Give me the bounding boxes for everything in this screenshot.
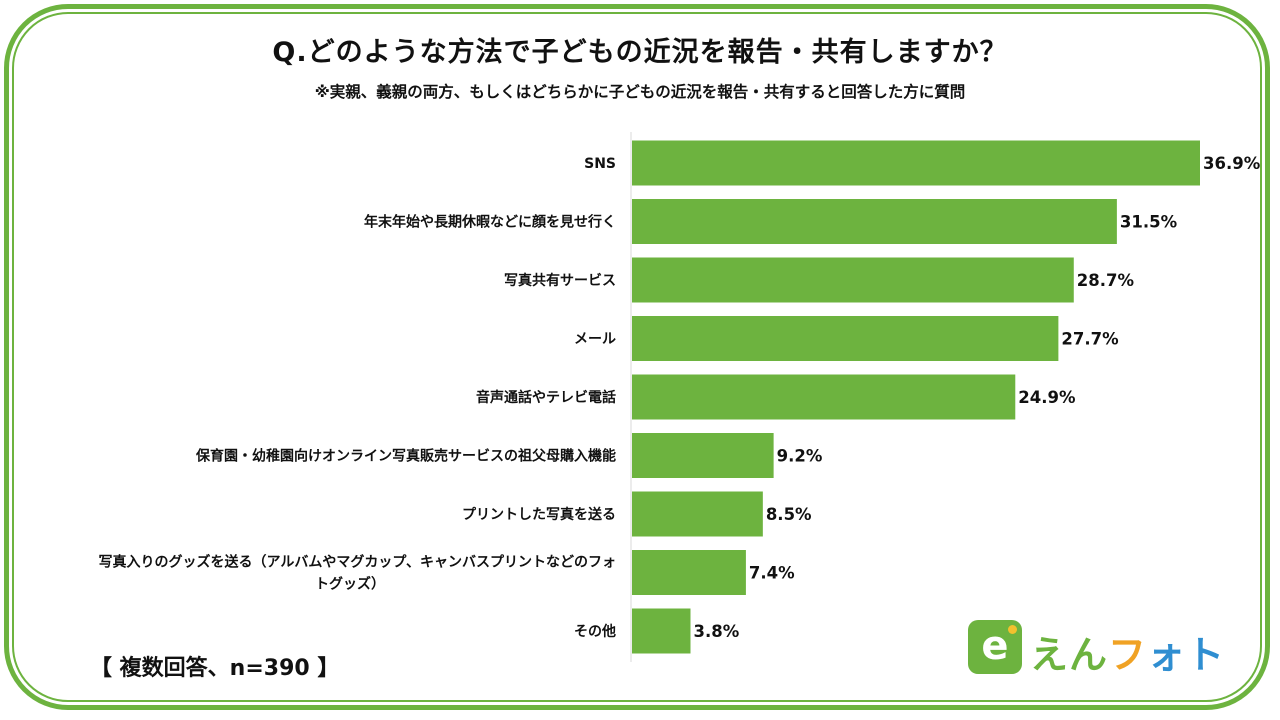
category-label-5: 保育園・幼稚園向けオンライン写真販売サービスの祖父母購入機能 <box>195 448 616 465</box>
outer-frame <box>4 4 1270 710</box>
bar-6 <box>632 491 763 537</box>
value-label-6: 8.5% <box>766 505 812 524</box>
value-label-3: 27.7% <box>1061 330 1119 349</box>
enphoto-logo: e えんフォト <box>968 620 1224 677</box>
chart-title: Q.どのような方法で子どもの近況を報告・共有しますか？ <box>272 37 1008 68</box>
bar-1 <box>632 199 1117 244</box>
category-label-1: 年末年始や長期休暇などに顔を見せ行く <box>364 214 616 231</box>
category-label-8: その他 <box>574 623 616 640</box>
inner-frame <box>12 12 1262 702</box>
category-label-7-line-1: トグッズ） <box>315 576 385 593</box>
bar-8 <box>632 608 691 654</box>
category-label-0: SNS <box>584 156 616 172</box>
logo-text: えんフォト <box>1030 633 1226 677</box>
category-label-4: 音声通話やテレビ電話 <box>476 389 616 406</box>
e-camera-icon: e <box>968 620 1022 674</box>
value-label-8: 3.8% <box>693 622 739 641</box>
value-label-5: 9.2% <box>777 447 823 466</box>
value-label-4: 24.9% <box>1018 388 1076 407</box>
category-label-3: メール <box>574 332 616 348</box>
value-label-0: 36.9% <box>1203 154 1261 173</box>
bar-0 <box>632 140 1200 186</box>
value-label-7: 7.4% <box>749 564 795 583</box>
bar-3 <box>632 316 1059 361</box>
bar-5 <box>632 433 774 478</box>
chart-subtitle: ※実親、義親の両方、もしくはどちらかに子どもの近況を報告・共有すると回答した方に… <box>314 83 966 101</box>
bar-7 <box>632 550 746 595</box>
bar-4 <box>632 374 1016 420</box>
sample-note: 【 複数回答、n=390 】 <box>90 656 340 681</box>
bar-2 <box>632 257 1074 303</box>
category-label-2: 写真共有サービス <box>504 272 616 289</box>
category-label-7-line-0: 写真入りのグッズを送る（アルバムやマグカップ、キャンバスプリントなどのフォ <box>99 554 616 571</box>
value-label-2: 28.7% <box>1077 271 1135 290</box>
category-label-6: プリントした写真を送る <box>462 506 616 523</box>
value-label-1: 31.5% <box>1120 213 1178 232</box>
